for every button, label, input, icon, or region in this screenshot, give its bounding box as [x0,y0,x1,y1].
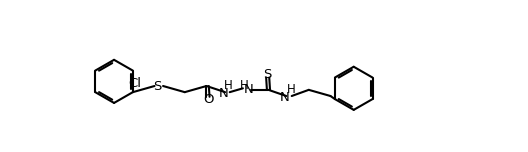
Text: S: S [154,79,162,93]
Text: H: H [224,79,232,92]
Text: N: N [243,83,253,96]
Text: Cl: Cl [128,77,141,90]
Text: N: N [280,91,290,104]
Text: N: N [219,87,229,100]
Text: H: H [287,83,295,96]
Text: S: S [263,68,272,81]
Text: H: H [240,79,249,92]
Text: O: O [203,93,213,106]
